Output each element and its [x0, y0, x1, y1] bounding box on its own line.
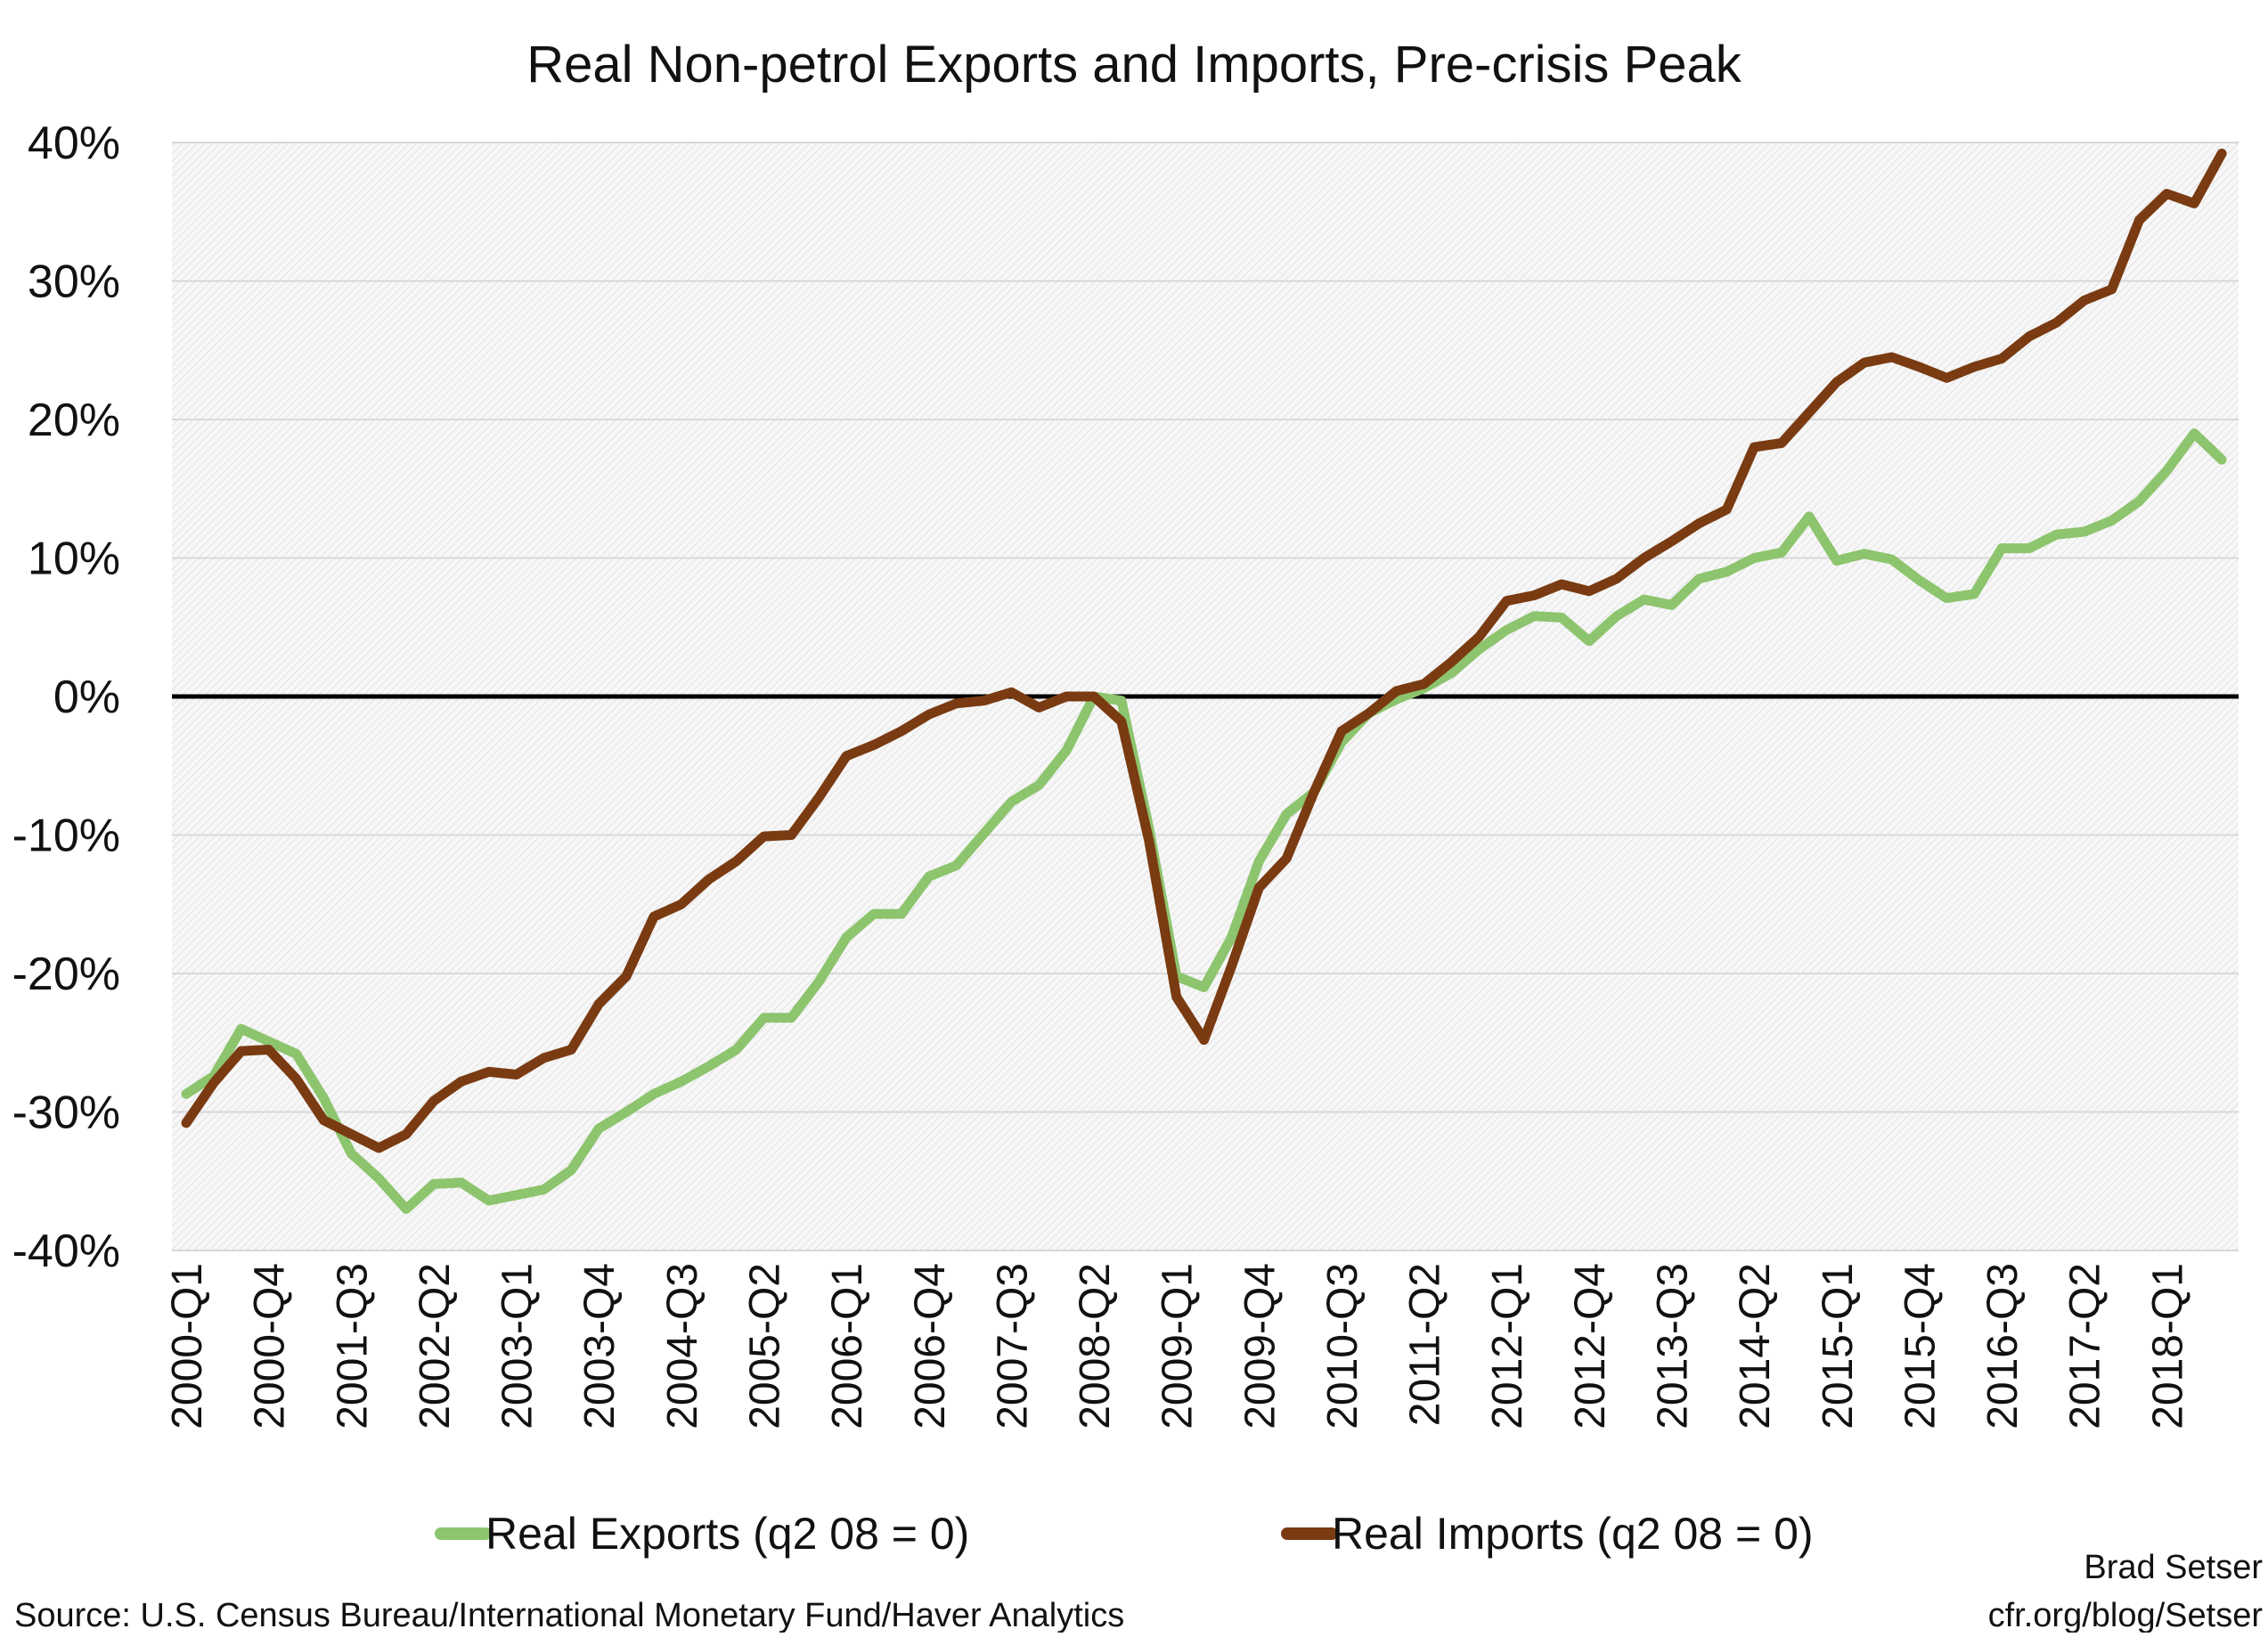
y-tick-label: -10% — [12, 810, 120, 862]
x-tick-label: 2015-Q1 — [1815, 1263, 1862, 1429]
x-tick-label: 2002-Q2 — [412, 1263, 459, 1429]
x-tick-label: 2009-Q4 — [1236, 1263, 1284, 1429]
legend-label-imports: Real Imports (q2 08 = 0) — [1332, 1509, 1814, 1559]
x-tick-label: 2007-Q3 — [989, 1263, 1036, 1429]
y-tick-label: 30% — [28, 257, 120, 308]
y-tick-label: 10% — [28, 533, 120, 585]
x-tick-label: 2003-Q1 — [494, 1263, 542, 1429]
x-tick-label: 2004-Q3 — [659, 1263, 706, 1429]
series-line-exports — [181, 428, 2227, 1214]
y-tick-label: -20% — [12, 949, 120, 1000]
x-tick-label: 2012-Q1 — [1484, 1263, 1531, 1429]
x-tick-label: 2013-Q3 — [1650, 1263, 1697, 1429]
x-tick-label: 2015-Q4 — [1897, 1263, 1944, 1429]
source-note: Source: U.S. Census Bureau/International… — [14, 1597, 1124, 1633]
legend: Real Exports (q2 08 = 0) Real Imports (q… — [435, 1509, 1814, 1559]
x-tick-label: 2005-Q2 — [741, 1263, 788, 1429]
y-tick-label: 0% — [53, 672, 120, 723]
x-tick-label: 2014-Q2 — [1732, 1263, 1779, 1429]
credit-author: Brad Setser — [2084, 1549, 2263, 1586]
x-tick-label: 2018-Q1 — [2144, 1263, 2191, 1429]
x-tick-label: 2000-Q1 — [164, 1263, 211, 1429]
x-tick-label: 2001-Q3 — [329, 1263, 376, 1429]
x-tick-label: 2011-Q2 — [1402, 1263, 1449, 1426]
x-tick-label: 2017-Q2 — [2062, 1263, 2109, 1429]
x-tick-label: 2009-Q1 — [1154, 1263, 1202, 1429]
x-tick-label: 2016-Q3 — [1979, 1263, 2027, 1429]
x-tick-label: 2010-Q3 — [1319, 1263, 1367, 1429]
legend-label-exports: Real Exports (q2 08 = 0) — [485, 1509, 969, 1559]
x-tick-label: 2000-Q4 — [247, 1263, 294, 1429]
y-tick-label: -30% — [12, 1087, 120, 1139]
y-tick-label: 20% — [28, 395, 120, 446]
x-tick-label: 2012-Q4 — [1567, 1263, 1614, 1429]
y-tick-label: 40% — [28, 118, 120, 169]
x-tick-label: 2003-Q4 — [576, 1263, 624, 1429]
x-tick-label: 2008-Q2 — [1072, 1263, 1119, 1429]
chart-title: Real Non-petrol Exports and Imports, Pre… — [526, 36, 1742, 94]
series-line-imports — [181, 148, 2227, 1153]
x-tick-label: 2006-Q1 — [824, 1263, 871, 1429]
credit-site: cfr.org/blog/Setser — [1988, 1597, 2264, 1633]
y-tick-label: -40% — [12, 1226, 120, 1277]
x-tick-label: 2006-Q4 — [907, 1263, 954, 1429]
